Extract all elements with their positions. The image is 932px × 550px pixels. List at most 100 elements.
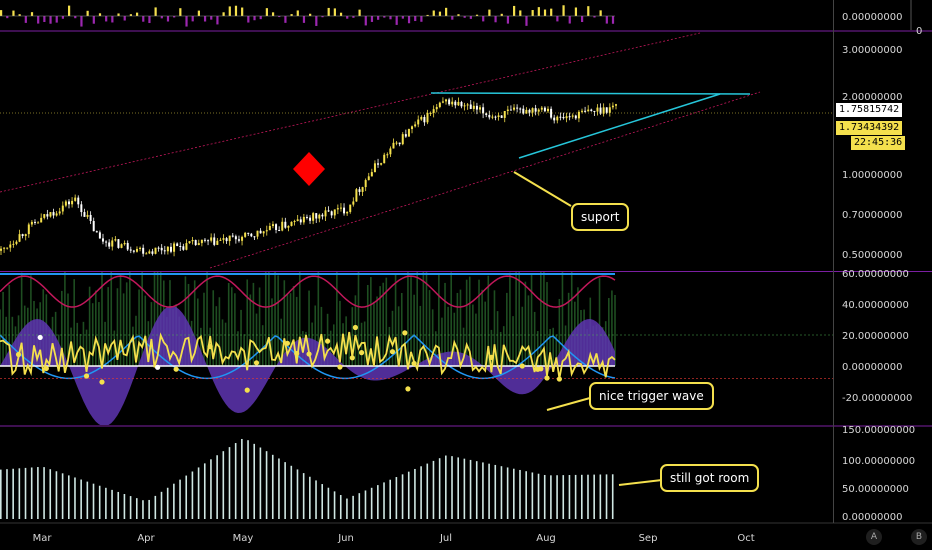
histogram-bar [513, 468, 515, 519]
candle-body [256, 230, 259, 237]
histogram-bar [358, 493, 361, 519]
candle-body [123, 242, 126, 245]
volume-bar [333, 8, 336, 16]
volume-bar [98, 13, 102, 16]
histogram-bar [0, 469, 2, 519]
candle-body [6, 247, 9, 249]
candle-body [602, 107, 605, 114]
volume-bar [49, 16, 52, 24]
histogram-bar [216, 455, 218, 519]
candle-body [185, 243, 188, 250]
price-axis[interactable]: 0.00000000 0 3.00000000 2.00000000 1.0000000… [842, 12, 922, 523]
candle-body [30, 221, 33, 225]
candle-body [135, 248, 138, 252]
candle-body [18, 234, 21, 242]
oscillator-dot [349, 355, 355, 361]
candle-body [451, 101, 454, 105]
candle-body [58, 211, 61, 214]
volume-bar [37, 16, 40, 24]
candle-body [309, 217, 312, 221]
volume-bar [18, 14, 21, 16]
candle-body [423, 117, 426, 123]
candle-body [615, 104, 617, 106]
candle-body [203, 239, 206, 241]
auto-scale-button[interactable]: A [866, 529, 882, 545]
histogram-bar [506, 467, 509, 519]
candle-body [318, 214, 321, 219]
volume-bar [278, 16, 281, 18]
volume-bar [166, 16, 170, 22]
histogram-bar [420, 466, 422, 519]
histogram-bar [43, 467, 45, 519]
histogram-bar [30, 467, 33, 519]
volume-bar [61, 16, 65, 19]
volume-bar [173, 16, 176, 18]
candle-body [83, 212, 86, 217]
room-arrow [618, 479, 663, 486]
volume-bar [222, 12, 225, 16]
candle-body [293, 221, 296, 223]
oscillator-dot [244, 387, 250, 393]
candle-body [271, 224, 274, 227]
oscillator-tick: -20.00000000 [842, 393, 912, 404]
histogram-bar [160, 491, 163, 519]
volume-bar [148, 16, 151, 24]
candle-body [191, 240, 194, 242]
oscillator-dot [358, 350, 365, 356]
candle-body [247, 232, 250, 234]
candle-body [364, 180, 367, 188]
volume-bar [43, 16, 46, 22]
histogram-bar [179, 479, 181, 519]
oscillator-pane [0, 272, 833, 425]
volume-bar [370, 16, 374, 22]
candle-body [395, 142, 398, 144]
time-axis[interactable]: Mar Apr May Jun Jul Aug Sep Oct [33, 533, 755, 544]
log-scale-button[interactable]: B [911, 529, 927, 545]
volume-bar [241, 7, 244, 16]
volume-bar [574, 7, 578, 16]
volume-bar [445, 7, 448, 17]
volume-bar [506, 16, 510, 24]
histogram-bar [24, 467, 27, 519]
histogram-bar [290, 465, 293, 519]
histogram-bar [98, 485, 101, 519]
volume-bar [389, 16, 392, 20]
histogram-bar [333, 491, 336, 519]
candle-body [12, 243, 15, 245]
candle-body [3, 247, 6, 249]
candle-body [543, 107, 546, 112]
volume-bar [67, 5, 71, 16]
candle-body [584, 110, 587, 112]
histogram-bar [432, 460, 435, 519]
histogram-bar [531, 472, 534, 519]
histogram-bar [475, 461, 478, 519]
candle-body [380, 163, 383, 165]
volume-bar [154, 7, 157, 16]
month-label: Jun [337, 533, 354, 544]
candle-body [77, 197, 80, 205]
oscillator-tick: 40.00000000 [842, 300, 909, 311]
histogram-bar [222, 451, 225, 519]
volume-pane [0, 5, 615, 27]
candle-body [321, 214, 324, 217]
price-pane [0, 32, 833, 269]
volume-bar [519, 10, 522, 16]
volume-bar [117, 13, 120, 16]
volume-bar [352, 16, 355, 18]
candle-body [24, 234, 27, 237]
candle-body [611, 105, 614, 108]
histogram-bar [86, 481, 89, 519]
candle-body [231, 235, 234, 237]
histogram-bar [370, 487, 373, 519]
candle-body [111, 240, 114, 247]
candle-body [411, 126, 414, 130]
month-label: Jul [439, 533, 452, 544]
candle-body [525, 109, 528, 114]
candle-body [105, 241, 108, 243]
volume-bar [605, 16, 608, 24]
candle-body [426, 112, 429, 123]
candle-body [349, 204, 352, 212]
candle-body [454, 101, 457, 106]
candle-body [296, 219, 299, 222]
